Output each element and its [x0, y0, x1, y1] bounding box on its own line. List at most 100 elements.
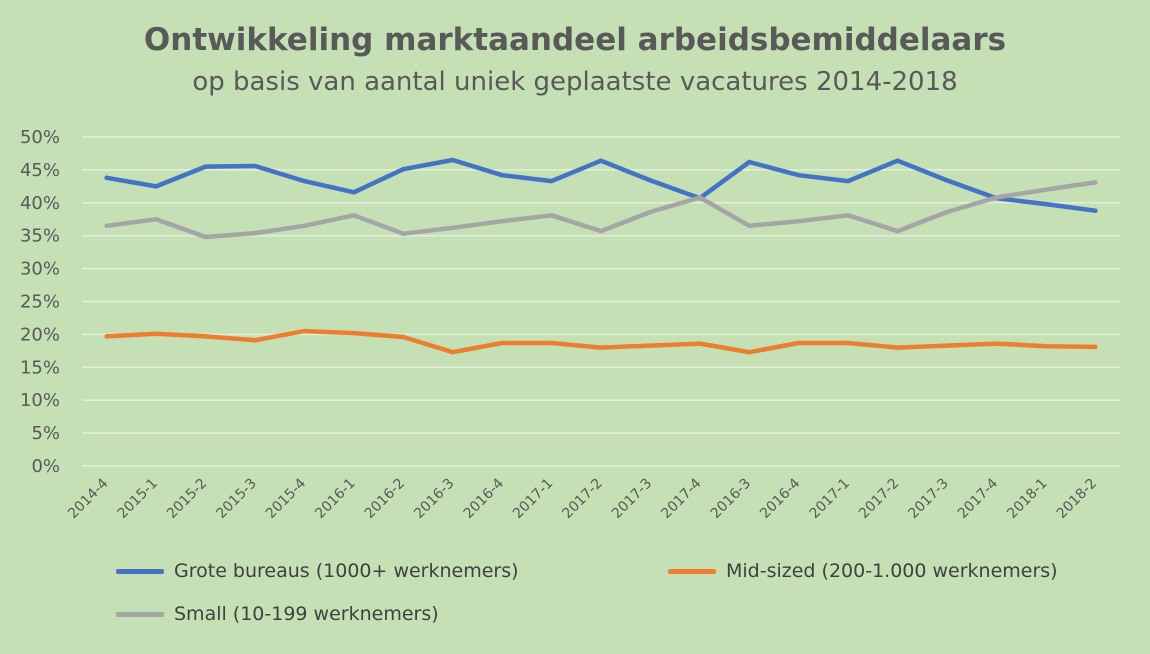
y-tick-label: 50% [20, 127, 60, 148]
legend-item-grote-bureaus[interactable]: Grote bureaus (1000+ werknemers) [116, 560, 519, 582]
data-point[interactable] [252, 230, 258, 236]
data-point[interactable] [994, 195, 999, 200]
data-point[interactable] [252, 338, 258, 343]
data-point[interactable] [153, 217, 159, 222]
data-point[interactable] [499, 340, 505, 346]
legend-label: Mid-sized (200-1.000 werknemers) [726, 560, 1058, 582]
y-tick-label: 35% [20, 226, 60, 247]
gridlines [82, 136, 1120, 467]
x-tick-label: 2017-2 [559, 476, 605, 522]
y-tick-label: 40% [20, 193, 60, 214]
data-point[interactable] [104, 175, 109, 180]
y-tick-label: 20% [20, 324, 60, 345]
data-point[interactable] [549, 340, 554, 346]
data-point[interactable] [895, 158, 900, 163]
data-point[interactable] [845, 213, 851, 218]
data-point[interactable] [302, 178, 307, 184]
legend-swatch-orange [668, 568, 716, 574]
data-point[interactable] [401, 231, 406, 236]
data-point[interactable] [1043, 187, 1049, 192]
data-point[interactable] [747, 159, 752, 165]
x-tick-label: 2016-4 [461, 475, 507, 521]
data-point[interactable] [302, 223, 307, 229]
data-point[interactable] [104, 334, 109, 339]
data-point[interactable] [450, 349, 455, 355]
data-point[interactable] [153, 331, 159, 336]
series-line-2[interactable] [104, 180, 1098, 240]
data-point[interactable] [944, 343, 950, 348]
data-point[interactable] [796, 219, 801, 224]
data-point[interactable] [747, 349, 752, 355]
x-tick-label: 2018-1 [1004, 476, 1050, 522]
data-point[interactable] [351, 190, 357, 195]
data-point[interactable] [697, 341, 703, 346]
data-point[interactable] [598, 345, 604, 350]
data-point[interactable] [648, 178, 653, 183]
data-point[interactable] [401, 334, 406, 340]
data-point[interactable] [1093, 344, 1098, 350]
data-point[interactable] [499, 172, 505, 178]
data-point[interactable] [450, 225, 455, 231]
data-point[interactable] [598, 228, 604, 234]
x-tick-label: 2016-2 [362, 476, 408, 522]
data-point[interactable] [153, 184, 159, 189]
data-point[interactable] [549, 213, 554, 218]
legend-item-mid-sized[interactable]: Mid-sized (200-1.000 werknemers) [668, 560, 1058, 582]
data-point[interactable] [203, 164, 208, 169]
data-point[interactable] [796, 172, 801, 178]
data-point[interactable] [944, 178, 950, 183]
x-tick-label: 2018-2 [1054, 476, 1100, 522]
data-point[interactable] [1093, 180, 1098, 185]
data-point[interactable] [1043, 201, 1049, 207]
data-point[interactable] [104, 223, 109, 229]
y-tick-label: 5% [31, 423, 60, 444]
x-tick-label: 2016-3 [411, 476, 457, 522]
y-tick-label: 0% [31, 456, 60, 477]
data-point[interactable] [845, 340, 851, 346]
data-point[interactable] [944, 209, 950, 215]
y-tick-label: 15% [20, 357, 60, 378]
data-point[interactable] [549, 178, 554, 184]
x-tick-label: 2015-4 [263, 475, 309, 521]
x-tick-label: 2017-3 [905, 476, 951, 522]
data-point[interactable] [598, 158, 604, 163]
legend-swatch-blue [116, 568, 164, 574]
x-tick-label: 2015-1 [115, 476, 161, 522]
chart-subtitle: op basis van aantal uniek geplaatste vac… [192, 67, 958, 97]
x-tick-label: 2015-2 [164, 476, 210, 522]
y-tick-label: 10% [20, 390, 60, 411]
data-point[interactable] [450, 157, 455, 163]
data-point[interactable] [747, 223, 752, 229]
data-point[interactable] [302, 328, 307, 334]
data-point[interactable] [499, 219, 505, 224]
data-point[interactable] [697, 195, 703, 200]
x-tick-label: 2017-3 [609, 476, 655, 522]
data-point[interactable] [845, 178, 851, 184]
y-tick-label: 25% [20, 292, 60, 313]
data-point[interactable] [796, 340, 801, 346]
data-point[interactable] [203, 234, 208, 240]
data-point[interactable] [203, 334, 208, 339]
x-tick-label: 2015-3 [213, 476, 259, 522]
data-point[interactable] [252, 163, 258, 169]
data-point[interactable] [1093, 208, 1098, 213]
data-point[interactable] [895, 228, 900, 234]
data-point[interactable] [994, 341, 999, 346]
x-tick-label: 2014-4 [65, 475, 111, 521]
x-tick-label: 2017-2 [856, 476, 902, 522]
data-point[interactable] [1043, 344, 1049, 349]
data-point[interactable] [648, 209, 653, 215]
data-point[interactable] [401, 167, 406, 172]
data-point[interactable] [351, 330, 357, 336]
data-point[interactable] [351, 213, 357, 218]
x-tick-label: 2017-4 [658, 475, 704, 521]
data-point[interactable] [895, 345, 900, 350]
y-tick-label: 45% [20, 160, 60, 181]
legend-item-small[interactable]: Small (10-199 werknemers) [116, 603, 439, 625]
legend-swatch-gray [116, 611, 164, 617]
data-point[interactable] [648, 343, 653, 348]
legend-label: Grote bureaus (1000+ werknemers) [174, 560, 519, 582]
series-lines [104, 157, 1098, 355]
